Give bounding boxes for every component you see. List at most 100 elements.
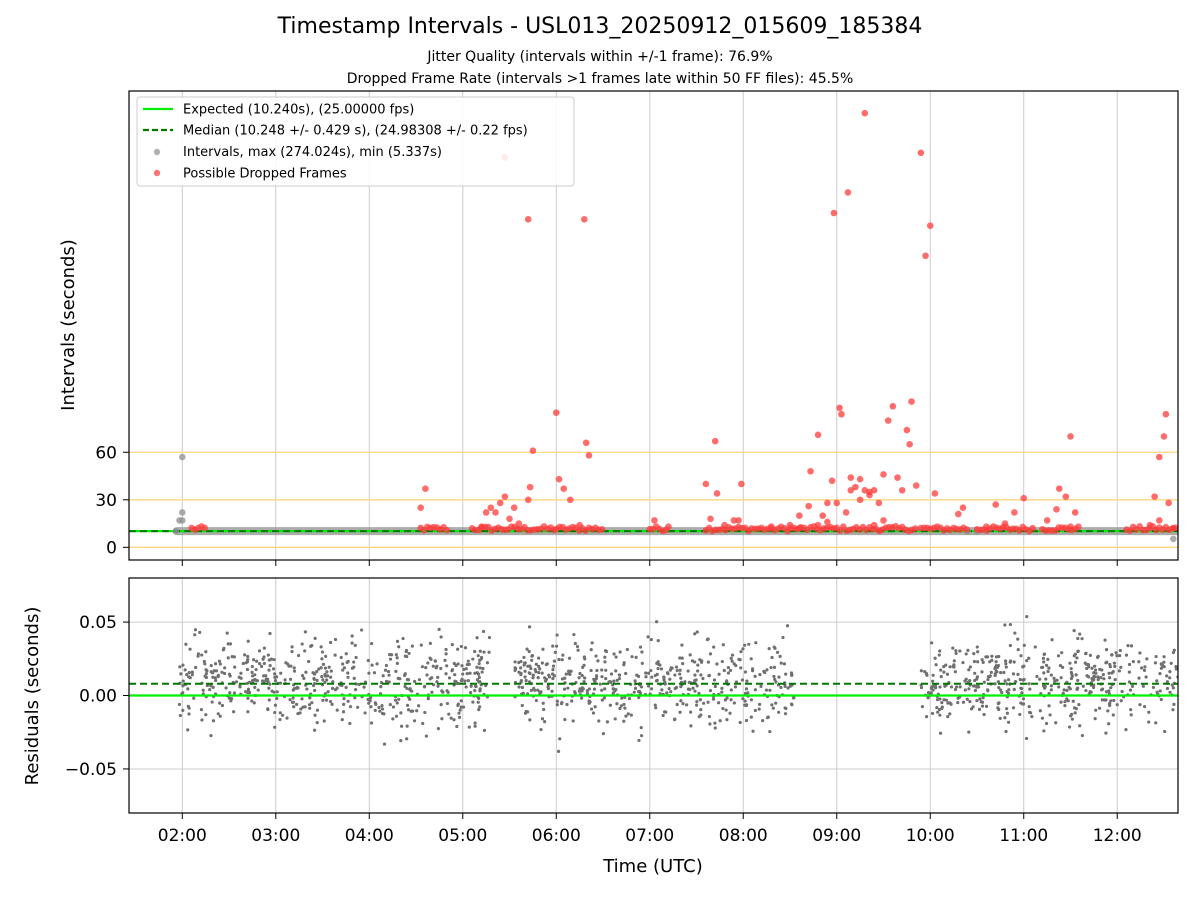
residual-point [982, 712, 986, 717]
residual-point [387, 673, 391, 677]
residual-point [951, 646, 955, 650]
residual-point [1042, 729, 1046, 733]
residual-point [540, 661, 544, 665]
residual-point [303, 630, 307, 634]
residual-point [696, 669, 700, 673]
residual-point [441, 690, 445, 694]
dropped-frame-point [707, 515, 714, 523]
residual-point [721, 643, 725, 647]
residual-point [346, 699, 350, 703]
dropped-frame-point [1029, 524, 1036, 532]
dropped-frame-point [576, 521, 583, 529]
residual-point [266, 653, 270, 657]
residual-point [1042, 652, 1047, 656]
dropped-frame-point [1062, 493, 1070, 500]
residual-point [373, 701, 377, 705]
residual-point [477, 662, 481, 666]
residual-point [1035, 674, 1039, 679]
residual-point [398, 677, 402, 681]
residual-point [551, 676, 555, 681]
residual-point [471, 700, 475, 704]
residual-point [537, 664, 541, 668]
residual-point [216, 712, 220, 716]
residual-point [730, 659, 734, 663]
residual-point [325, 678, 329, 682]
residual-point [311, 671, 315, 675]
residual-point [603, 687, 607, 691]
residual-point [513, 660, 517, 664]
residual-point [254, 667, 258, 672]
residual-point [615, 702, 619, 706]
residual-point [1165, 686, 1170, 691]
residual-point [1003, 716, 1007, 720]
residual-point [600, 688, 604, 692]
residual-point [1081, 684, 1085, 688]
residual-point [614, 655, 618, 659]
residual-point [953, 670, 957, 674]
residual-point [567, 670, 571, 675]
residual-point [678, 668, 682, 672]
residual-point [933, 684, 938, 688]
residual-point [1058, 663, 1063, 668]
residual-point [726, 666, 730, 670]
residual-point [324, 654, 328, 658]
residual-point [1145, 657, 1149, 661]
residual-point [935, 705, 939, 710]
dropped-frame-point [807, 467, 814, 475]
residual-point [466, 679, 470, 683]
residual-point [482, 728, 487, 732]
residual-point [456, 662, 460, 666]
dropped-frame-point [894, 474, 901, 481]
residual-point [1039, 691, 1043, 696]
residual-point [420, 665, 424, 669]
residual-point [1088, 690, 1092, 694]
residual-point [308, 696, 312, 700]
residual-point [1093, 664, 1097, 668]
residual-point [972, 652, 976, 656]
residual-point [1080, 637, 1084, 641]
residual-point [975, 645, 979, 649]
residual-point [536, 688, 540, 692]
residual-point [659, 667, 664, 671]
dropped-frame-point [730, 517, 738, 524]
residual-point [403, 654, 407, 658]
residual-point [239, 671, 243, 675]
dropped-frame-point [992, 501, 999, 508]
residual-point [597, 719, 601, 723]
residual-point [321, 698, 325, 702]
residual-point [581, 665, 585, 669]
dropped-frame-point [1170, 525, 1177, 532]
residual-point [1129, 644, 1134, 648]
residual-point [720, 690, 724, 694]
residual-point [199, 707, 204, 712]
residual-point [404, 648, 409, 653]
residual-point [1004, 729, 1008, 734]
residual-point [975, 698, 979, 703]
residual-point [1102, 677, 1106, 681]
residual-point [678, 656, 682, 660]
residual-point [1086, 662, 1090, 667]
residual-point [952, 659, 956, 663]
residual-point [478, 689, 482, 693]
residual-point [564, 672, 568, 676]
residual-point [761, 719, 765, 723]
residual-point [540, 671, 544, 675]
residual-point [275, 690, 279, 694]
residual-point [202, 659, 206, 664]
residual-point [939, 675, 943, 679]
residual-point [728, 711, 732, 715]
residual-point [534, 698, 538, 703]
residual-point [1053, 679, 1057, 683]
residual-point [1072, 629, 1076, 633]
residual-point [667, 687, 671, 691]
residual-point [1047, 666, 1051, 670]
residual-point [764, 688, 769, 692]
residual-point [487, 650, 491, 654]
residual-point [413, 679, 417, 684]
residual-point [594, 654, 598, 658]
residual-point [758, 673, 762, 677]
residual-point [634, 655, 638, 659]
residual-point [688, 687, 692, 692]
legend-median-label: Median (10.248 +/- 0.429 s), (24.98308 +… [183, 124, 528, 139]
residual-point [538, 690, 542, 694]
